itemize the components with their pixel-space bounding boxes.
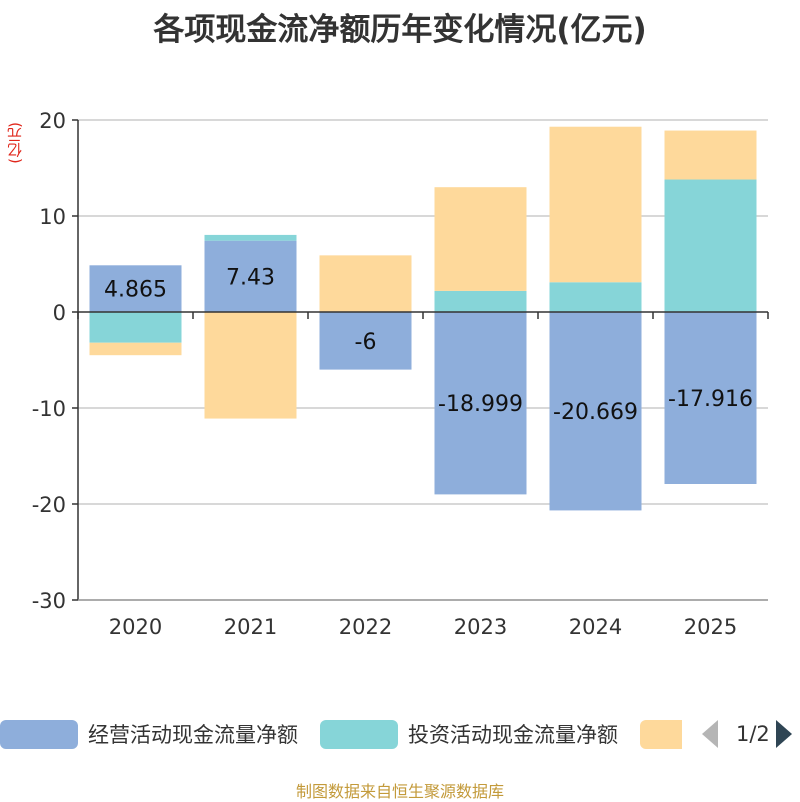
data-label: -18.999 [438,392,523,417]
data-label: -20.669 [553,400,638,425]
bar-3-2020[interactable] [89,342,182,356]
bar-1-2021[interactable] [204,240,297,312]
next-page-icon[interactable] [775,720,792,748]
legend: 经营活动现金流量净额 投资活动现金流量净额 [0,716,800,752]
prev-page-icon[interactable] [702,720,718,748]
y-tick-label: -30 [32,589,66,613]
x-tick-label: 2024 [569,615,622,639]
bar-2-2021[interactable] [204,234,297,241]
x-tick-label: 2022 [339,615,392,639]
x-tick-label: 2021 [224,615,277,639]
bar-3-2021[interactable] [204,312,297,419]
legend-swatch-financing [640,719,682,749]
bar-1-2023[interactable] [434,312,527,495]
legend-swatch-investing [320,719,398,749]
y-tick-label: 0 [53,301,66,325]
legend-label-operating: 经营活动现金流量净额 [88,723,298,747]
bar-3-2024[interactable] [549,126,642,283]
bar-2-2024[interactable] [549,282,642,312]
data-label: 4.865 [104,278,167,303]
page-indicator: 1/2 [736,722,770,746]
y-tick-label: 20 [39,109,66,133]
bar-1-2022[interactable] [319,312,412,370]
y-tick-label: 10 [39,205,66,229]
legend-item-investing[interactable]: 投资活动现金流量净额 [320,716,618,752]
y-tick-label: -20 [32,493,66,517]
bar-2-2020[interactable] [89,312,182,343]
bar-2-2025[interactable] [664,179,757,312]
bar-3-2022[interactable] [319,255,412,312]
axis-layer: 20 10 0 -10 -20 -30 2020 2021 2022 2023 2024 2025 [32,109,769,639]
data-source: 制图数据来自恒生聚源数据库 [295,782,504,801]
bar-1-2025[interactable] [664,312,757,484]
legend-swatch-operating [0,719,78,749]
legend-label-investing: 投资活动现金流量净额 [408,723,618,747]
x-tick-label: 2025 [684,615,737,639]
grid-layer [78,119,768,601]
data-label: -6 [355,330,377,355]
label-layer: 4.865 7.43 -6 -18.999 -20.669 -17.916 [104,265,753,425]
bar-layer [89,126,757,511]
bar-3-2023[interactable] [434,187,527,291]
data-label: -17.916 [668,387,753,412]
bar-1-2024[interactable] [549,312,642,511]
y-tick-label: -10 [32,397,66,421]
bar-2-2023[interactable] [434,290,527,312]
chart-title: 各项现金流净额历年变化情况(亿元) [153,12,647,48]
data-label: 7.43 [226,265,275,290]
legend-item-financing[interactable] [640,716,682,752]
legend-pager: 1/2 [700,716,800,752]
x-tick-label: 2020 [109,615,162,639]
x-tick-label: 2023 [454,615,507,639]
bar-1-2020[interactable] [89,265,182,312]
chart-area: 20 10 0 -10 -20 -30 2020 2021 2022 2023 2024 2025 4… [32,109,769,639]
bar-3-2025[interactable] [664,130,757,180]
legend-item-operating[interactable]: 经营活动现金流量净额 [0,716,298,752]
